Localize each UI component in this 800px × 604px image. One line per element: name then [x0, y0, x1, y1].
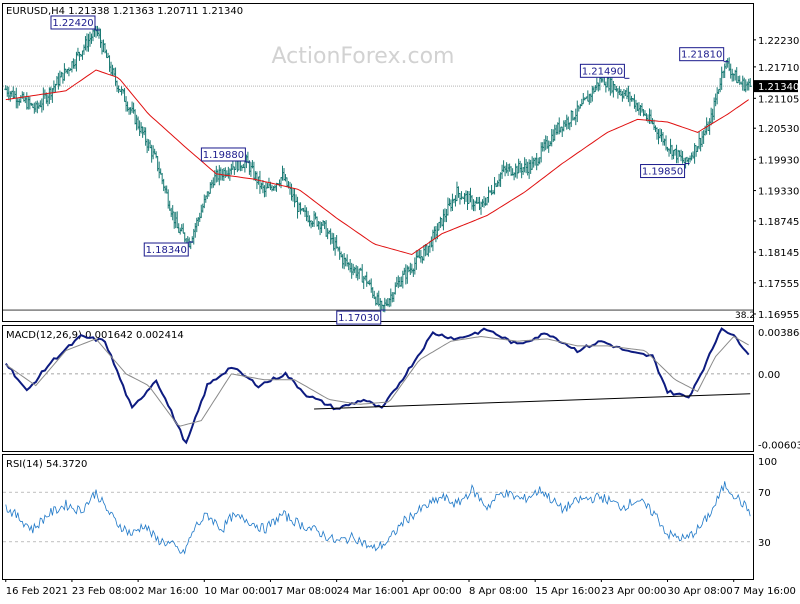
price-annotation: 1.19850: [640, 163, 690, 179]
macd-line: [4, 327, 750, 445]
watermark: ActionForex.com: [272, 44, 455, 69]
annotation-label: 1.17030: [338, 313, 379, 324]
price-plot: 1.22420 1.18340 1.19880 1.17030 1.21490 1.198…: [3, 15, 753, 325]
current-price-tag-label: 1.21340: [758, 82, 799, 93]
annotation-label: 1.22420: [52, 18, 93, 29]
candle: [748, 78, 752, 87]
price-axis-tick-label: 1.18745: [758, 217, 799, 228]
price-axis-tick-label: 1.20530: [758, 124, 799, 135]
x-axis-tick-label: 30 Apr 08:00: [668, 586, 733, 597]
macd-axis-tick-label: -0.006038: [758, 440, 800, 451]
x-axis-tick-label: 23 Apr 00:00: [601, 586, 666, 597]
rsi-panel-frame: [2, 454, 754, 580]
rsi-axis-tick-label: 70: [758, 488, 771, 499]
x-axis-tick-label: 17 Mar 08:00: [270, 586, 337, 597]
price-annotation: 1.19880: [200, 147, 251, 163]
x-axis-tick-label: 7 May 16:00: [734, 586, 796, 597]
rsi-axis-tick-label: 100: [758, 457, 777, 468]
price-annotation: 1.18340: [143, 241, 194, 257]
macd-axis-tick-label: 0.003864: [758, 328, 800, 339]
price-axis-tick-label: 1.18145: [758, 248, 799, 259]
x-axis-tick-label: 8 Apr 08:00: [469, 586, 528, 597]
price-axis-tick-label: 1.17555: [758, 279, 799, 290]
price-panel-title: EURUSD,H4 1.21338 1.21363 1.20711 1.2134…: [6, 6, 243, 17]
macd-trendline: [314, 393, 751, 410]
annotation-label: 1.21490: [582, 66, 623, 77]
price-axis-tick-label: 1.22230: [758, 36, 799, 47]
annotation-box: [336, 310, 382, 325]
x-axis-tick-label: 24 Mar 16:00: [337, 586, 404, 597]
annotation-label: 1.19880: [203, 150, 244, 161]
annotation-box: [679, 47, 725, 62]
macd-panel-title: MACD(12,26,9) 0.001642 0.002414: [6, 330, 184, 341]
macd-plot: [3, 327, 753, 445]
price-axis-tick-label: 1.21105: [758, 94, 799, 105]
price-axis-tick-label: 1.16955: [758, 310, 799, 321]
price-annotation: 1.21810: [679, 47, 729, 63]
annotation-label: 1.18340: [146, 245, 187, 256]
macd-axis-tick-label: 0.00: [758, 370, 780, 381]
price-annotation: 1.22420: [50, 15, 100, 31]
annotation-box: [579, 63, 625, 78]
price-axis-tick-label: 1.19930: [758, 155, 799, 166]
macd-panel-frame: [2, 325, 754, 452]
x-axis-tick-label: 15 Apr 16:00: [535, 586, 600, 597]
fib-label: 38.2: [735, 311, 755, 321]
x-axis-tick-label: 16 Feb 2021: [6, 586, 68, 597]
price-axis-tick-label: 1.21710: [758, 63, 799, 74]
moving-average-line: [5, 69, 749, 256]
annotation-box: [640, 164, 686, 179]
x-axis-tick-label: 1 Apr 00:00: [403, 586, 462, 597]
annotation-label: 1.21810: [681, 50, 722, 61]
x-axis-tick-label: 2 Mar 16:00: [138, 586, 198, 597]
rsi-panel-title: RSI(14) 54.3720: [6, 459, 87, 470]
x-axis-tick-label: 23 Feb 08:00: [72, 586, 138, 597]
x-axis-tick-label: 10 Mar 00:00: [204, 586, 271, 597]
price-annotation: 1.21490: [579, 63, 630, 79]
rsi-line: [5, 481, 751, 555]
annotation-box: [200, 147, 246, 162]
current-price-tag: [754, 80, 798, 93]
price-annotation: 1.17030: [336, 309, 386, 325]
annotation-label: 1.19850: [642, 167, 683, 178]
annotation-box: [50, 15, 96, 30]
rsi-plot: [3, 481, 753, 555]
price-axis-tick-label: 1.19330: [758, 187, 799, 198]
signal-line: [5, 335, 749, 427]
annotation-box: [143, 242, 189, 257]
rsi-axis-tick-label: 30: [758, 538, 771, 549]
